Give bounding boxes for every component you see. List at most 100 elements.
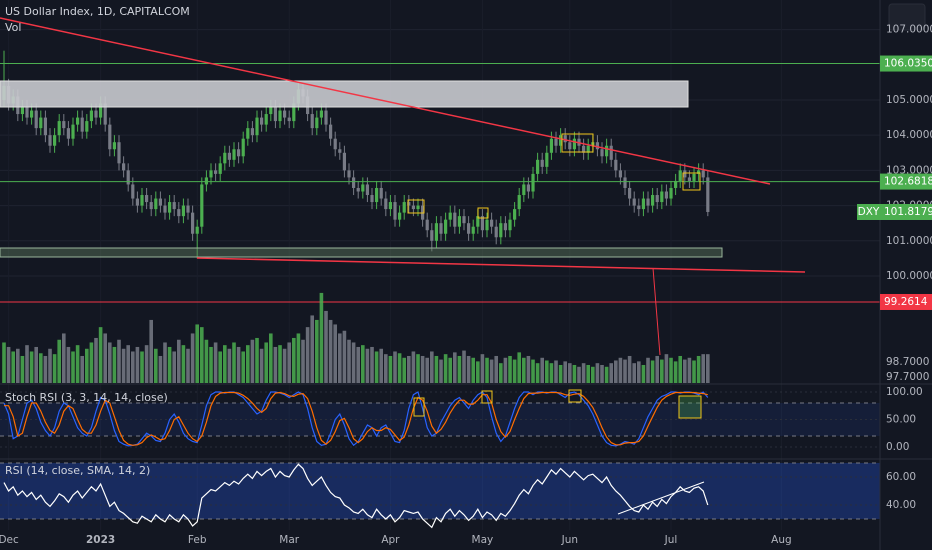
last-price-box [880,203,932,220]
volume-bar [89,342,94,383]
candle-body [200,184,204,227]
candle-body [605,145,609,157]
volume-bar [609,363,614,383]
volume-bar [103,333,108,383]
price-label: 99.2614 [884,296,928,308]
candle-body [149,202,153,210]
volume-bar [200,327,204,383]
volume-bar [443,354,448,383]
volume-bar [351,342,356,383]
volume-bar [213,342,218,383]
volume-bar [558,364,563,383]
y-tick-label: 40.00 [886,499,916,511]
volume-bar [535,363,540,383]
chart-title: US Dollar Index, 1D, CAPITALCOM [5,5,190,18]
candle-body [701,170,705,178]
volume-bar [98,327,103,383]
candle-body [554,138,558,146]
plots [0,50,880,529]
x-tick-label: Feb [188,534,207,546]
volume-bar [453,352,457,383]
volume-bar [195,324,200,383]
candle-body [356,187,360,192]
price-label: 102.6818 [884,176,932,188]
volume-bar [466,355,471,383]
highlight-box [678,395,702,419]
y-tick-label: 98.7000 [886,356,929,368]
candle-body [614,159,618,171]
highlight-box [481,390,493,404]
candle-body [457,216,462,227]
candle-body [687,177,692,181]
candle-body [545,152,549,167]
price-label-box [880,55,932,72]
price-label-box [880,293,932,310]
volume-bar [476,361,480,383]
x-tick-label: Dec [0,534,19,546]
y-tick-label: 104.0000 [886,129,932,141]
price-label-box [880,173,932,190]
volume-bar [485,357,489,383]
indicator-line [3,391,709,447]
y-tick-label: 97.7000 [886,371,929,383]
candle-body [471,226,475,234]
candle-body [80,117,84,132]
volume-bar [503,357,508,383]
candle-body [628,187,632,199]
resistance-zone [0,80,689,108]
volume-bar [269,333,273,383]
candle-body [476,216,480,227]
candle-body [310,114,314,129]
volume-bar [604,366,609,383]
volume-bar [641,364,646,383]
candle-body [402,202,406,213]
candle-body [485,219,489,231]
volume-bar [425,357,430,383]
indicator-title: Stoch RSI (3, 3, 14, 14, close) [5,391,168,404]
volume-bar [223,345,227,383]
candle-body [76,117,80,125]
volume-bar [20,355,25,383]
volume-bar [365,348,370,383]
candle-body [232,149,236,160]
candle-body [398,212,402,220]
candle-body [154,198,158,210]
volume-bar [531,359,535,383]
candle-body [434,223,439,241]
volume-bar [540,357,545,383]
volume-bar [356,346,361,383]
volume-bar [16,348,20,383]
volume-bar [457,355,462,383]
volume-bar [411,351,416,383]
volume-bar [62,333,66,383]
candle-body [283,110,287,118]
volume-bar [388,355,393,383]
candle-body [269,107,273,115]
volume-bar [614,360,618,383]
candle-body [549,138,554,153]
volume-bar [439,359,443,383]
candle-body [135,198,140,206]
volume-bar [71,351,75,383]
candle-body [20,107,25,115]
candle-body [347,170,351,178]
candle-body [651,195,655,206]
y-tick-label: 100.0000 [886,270,932,282]
y-tick-label: 105.0000 [886,94,932,106]
candle-body [255,117,259,136]
candle-body [697,170,701,174]
settings-button[interactable] [888,3,926,31]
volume-bar [108,342,112,383]
volume-bar [384,354,388,383]
volume-bar [126,345,131,383]
volume-bar [135,346,140,383]
volume-bar [11,351,16,383]
volume-bar [181,345,186,383]
volume-bar [342,330,347,383]
volume-bar [259,348,264,383]
volume-bar [177,339,181,383]
candle-body [126,170,130,185]
candle-body [365,184,370,196]
volume-bar [66,346,71,383]
candle-body [444,219,448,234]
